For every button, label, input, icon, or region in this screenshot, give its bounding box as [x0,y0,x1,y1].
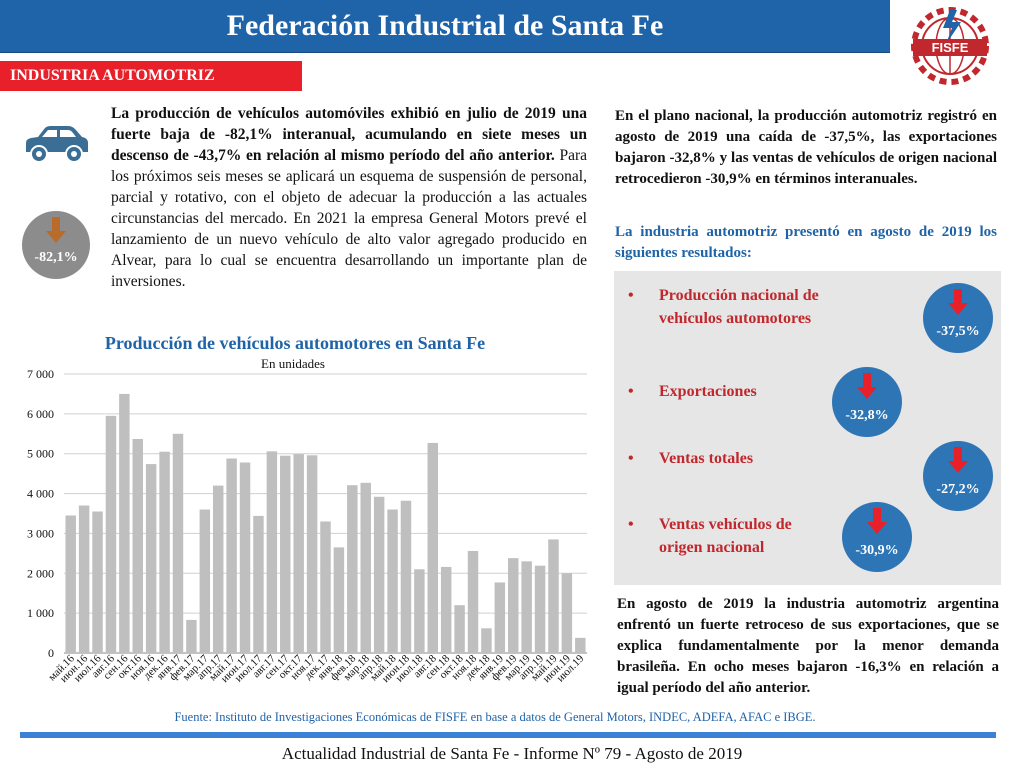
header-title: Federación Industrial de Santa Fe [0,0,890,53]
intro-rest: Para los próximos seis meses se aplicará… [111,147,588,290]
bar [172,433,184,653]
decline-badge: -82,1% [22,211,90,279]
bar [159,451,170,653]
bar [253,515,264,653]
y-tick-label: 3 000 [27,526,54,540]
bar [481,628,492,653]
y-tick-label: 2 000 [27,566,54,580]
arrow-down-icon [867,508,887,534]
arrow-down-icon [948,289,968,315]
result-item-total-sales: • Ventas totales [628,447,838,470]
result-value: -30,9% [855,543,899,558]
result-circle-national-sales: -30,9% [842,502,912,572]
national-paragraph: En el plano nacional, la producción auto… [615,108,997,187]
bullet: • [628,383,634,400]
bar [467,550,479,653]
bar [132,438,143,653]
bar [373,496,385,653]
bar [400,500,412,653]
intro-bold: La producción de vehículos automóviles e… [111,105,587,164]
bar [266,451,278,653]
fisfe-logo: FISFE [911,7,989,85]
decline-value: -82,1% [34,250,78,265]
results-lead: La industria automotriz presentó en agos… [615,224,997,261]
arrow-down-icon [46,217,66,243]
bar [145,464,157,653]
results-panel: • Producción nacional de vehículos autom… [614,271,1001,585]
bullet: • [628,450,634,467]
result-item-exports: • Exportaciones [628,380,838,403]
bar [414,569,425,653]
bar [333,547,345,653]
bullet: • [628,287,634,304]
bar [212,485,224,653]
result-item-production: • Producción nacional de vehículos autom… [628,284,838,330]
argentina-paragraph: En agosto de 2019 la industria automotri… [617,596,999,696]
bar [280,455,291,653]
bar [521,561,532,653]
bar [440,566,452,653]
result-label: Exportaciones [659,383,757,400]
bar [239,462,251,653]
bar [347,485,358,653]
bar [534,565,546,653]
result-label: Ventas vehículos de origen nacional [659,516,792,556]
source-note: Fuente: Instituto de Investigaciones Eco… [174,710,816,724]
bar [92,511,103,653]
bullet: • [628,516,634,533]
result-value: -37,5% [936,324,980,339]
logo-text: FISFE [932,40,969,55]
bar [186,619,197,653]
chart-title: Producción de vehículos automotores en S… [104,333,486,353]
bar [320,521,331,653]
bar [119,393,130,653]
result-circle-production: -37,5% [923,283,993,353]
arrow-down-icon [857,373,877,399]
y-tick-label: 5 000 [27,447,54,461]
result-circle-total-sales: -27,2% [923,441,993,511]
y-tick-label: 0 [48,646,54,660]
bar [427,442,439,653]
result-label: Ventas totales [659,450,754,467]
bar [65,515,76,653]
intro-paragraph: La producción de vehículos automóviles e… [111,103,587,292]
bar [293,454,304,653]
y-tick-label: 7 000 [27,367,54,381]
bar [548,539,559,653]
footer-text: Actualidad Industrial de Santa Fe - Info… [281,744,743,763]
bar [508,558,519,653]
result-label: Producción nacional de vehículos automot… [659,287,819,327]
bar [575,637,586,653]
arrow-down-icon [948,447,968,473]
bar [105,415,117,653]
bar [78,505,90,653]
bar [199,509,211,653]
bar [360,482,371,653]
car-icon [26,126,88,163]
bar [226,458,237,653]
bar [561,573,573,653]
result-circle-exports: -32,8% [832,367,902,437]
bar [387,509,398,653]
result-value: -27,2% [936,482,980,497]
y-tick-label: 1 000 [27,606,54,620]
footer-divider [20,732,996,738]
chart-subtitle: En unidades [261,356,325,371]
bar [306,455,318,653]
result-item-national-sales: • Ventas vehículos de origen nacional [628,513,838,559]
result-value: -32,8% [845,408,889,423]
y-tick-label: 4 000 [27,487,54,501]
y-tick-label: 6 000 [27,407,54,421]
bar [494,582,506,653]
bar [454,605,465,653]
section-label: INDUSTRIA AUTOMOTRIZ [0,61,302,91]
